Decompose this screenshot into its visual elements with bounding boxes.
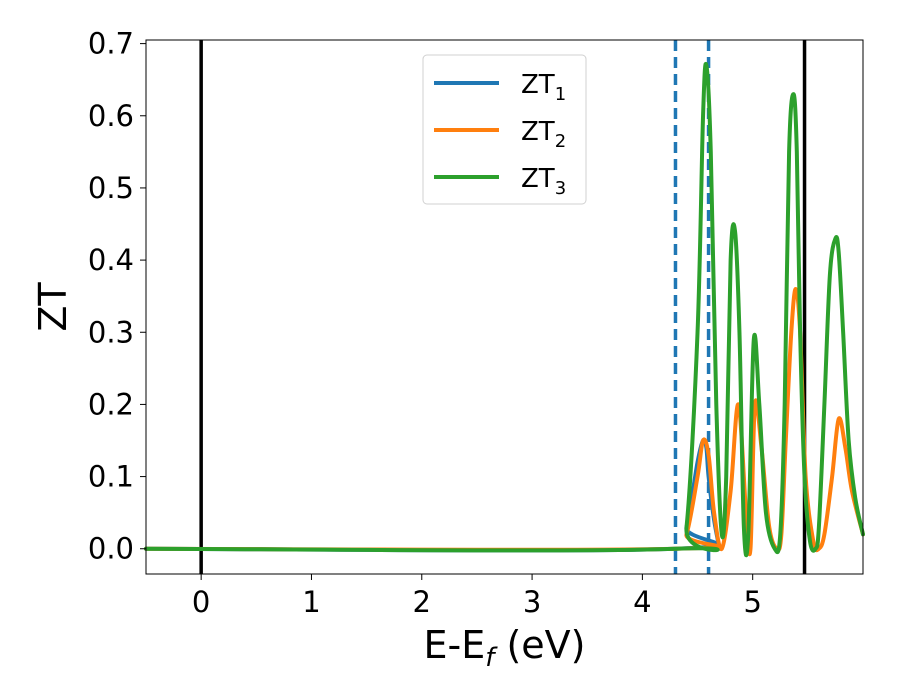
x-axis-label-unit: (eV) (494, 623, 585, 667)
legend-label-3: ZT3 (521, 164, 566, 199)
legend-label-main: ZT (521, 70, 555, 100)
x-tick-label: 2 (413, 585, 431, 619)
x-axis-label-main: E-E (424, 623, 486, 667)
legend-label-main: ZT (521, 117, 555, 147)
y-tick-label: 0.6 (88, 99, 134, 133)
y-tick-label: 0.4 (88, 243, 134, 277)
x-tick-label: 5 (743, 585, 761, 619)
x-axis-label: E-Ef (eV) (424, 623, 586, 673)
y-tick-label: 0.1 (88, 460, 134, 494)
legend-label-main: ZT (521, 164, 555, 194)
legend-label-sub: 2 (555, 131, 566, 152)
y-tick-label: 0.0 (88, 532, 134, 566)
x-tick-label: 0 (192, 585, 210, 619)
y-tick-label: 0.3 (88, 315, 134, 349)
y-axis: 0.0 0.1 0.2 0.3 0.4 0.5 0.6 0.7 (88, 27, 146, 566)
x-axis: 0 1 2 3 4 5 (192, 574, 762, 619)
y-tick-label: 0.2 (88, 387, 134, 421)
y-tick-label: 0.5 (88, 171, 134, 205)
x-tick-label: 4 (633, 585, 651, 619)
x-tick-label: 3 (523, 585, 541, 619)
legend-label-1: ZT1 (521, 70, 566, 105)
legend-box (422, 54, 587, 205)
legend-label-2: ZT2 (521, 117, 566, 152)
y-axis-label: ZT (31, 282, 75, 332)
series-line-3 (144, 61, 865, 558)
legend-label-sub: 1 (555, 84, 566, 105)
legend-label-sub: 3 (555, 178, 566, 199)
y-tick-label: 0.7 (88, 27, 134, 61)
plot-frame (145, 39, 864, 575)
x-tick-label: 1 (302, 585, 320, 619)
series-layer (144, 61, 865, 558)
